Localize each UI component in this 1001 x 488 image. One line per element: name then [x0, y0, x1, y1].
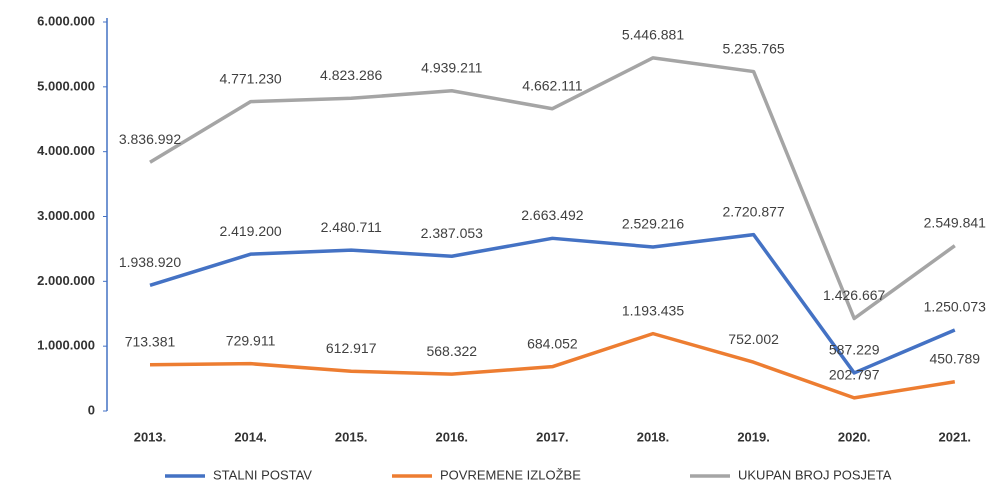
data-label: 1.250.073 [924, 299, 986, 315]
data-label: 2.387.053 [421, 225, 483, 241]
y-tick-label: 1.000.000 [37, 338, 95, 353]
data-label: 2.549.841 [924, 214, 986, 230]
y-tick-label: 6.000.000 [37, 13, 95, 28]
data-label: 4.939.211 [421, 59, 482, 75]
data-label: 4.771.230 [219, 70, 281, 86]
data-label: 713.381 [125, 333, 176, 349]
data-label: 1.426.667 [823, 287, 885, 303]
data-label: 612.917 [326, 340, 377, 356]
x-tick-label: 2015. [335, 429, 368, 444]
data-label: 450.789 [929, 350, 980, 366]
data-label: 568.322 [426, 343, 477, 359]
series-line [149, 56, 956, 321]
data-label: 684.052 [527, 335, 578, 351]
series-line [149, 331, 956, 400]
x-tick-label: 2018. [637, 429, 670, 444]
x-tick-label: 2016. [436, 429, 469, 444]
data-label: 4.662.111 [522, 77, 582, 93]
x-tick-label: 2021. [939, 429, 972, 444]
x-tick-label: 2019. [737, 429, 770, 444]
data-label: 729.911 [226, 332, 276, 348]
data-label: 2.663.492 [521, 207, 583, 223]
data-label: 1.193.435 [622, 302, 684, 318]
legend-label: STALNI POSTAV [213, 467, 312, 482]
data-label: 2.419.200 [219, 223, 281, 239]
x-tick-label: 2014. [234, 429, 267, 444]
y-tick-label: 0 [88, 402, 95, 417]
data-label: 2.529.216 [622, 216, 684, 232]
data-label: 5.235.765 [722, 40, 784, 56]
x-tick-label: 2017. [536, 429, 569, 444]
data-label: 587.229 [829, 342, 880, 358]
data-label: 1.938.920 [119, 254, 181, 270]
y-tick-label: 3.000.000 [37, 208, 95, 223]
y-tick-label: 2.000.000 [37, 273, 95, 288]
data-label: 2.480.711 [321, 219, 382, 235]
legend-label: UKUPAN BROJ POSJETA [738, 467, 892, 482]
y-tick-label: 5.000.000 [37, 78, 95, 93]
data-label: 2.720.877 [722, 203, 784, 219]
x-tick-label: 2020. [838, 429, 871, 444]
data-label: 5.446.881 [622, 27, 684, 43]
legend-label: POVREMENE IZLOŽBE [440, 467, 581, 482]
y-tick-label: 4.000.000 [37, 143, 95, 158]
data-label: 202.797 [829, 367, 880, 383]
series-line [149, 232, 956, 375]
data-label: 3.836.992 [119, 131, 181, 147]
x-tick-label: 2013. [134, 429, 167, 444]
data-label: 752.002 [728, 331, 779, 347]
data-label: 4.823.286 [320, 67, 382, 83]
